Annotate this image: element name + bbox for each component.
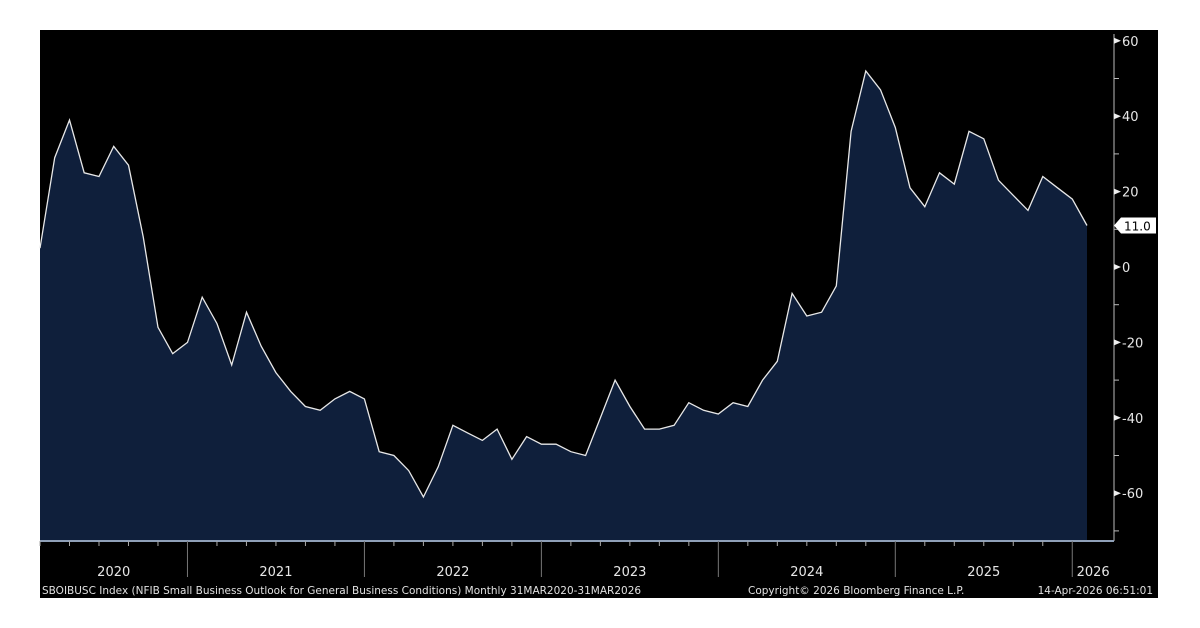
y-tick-label: -20 bbox=[1122, 336, 1143, 351]
x-tick-label: 2023 bbox=[613, 565, 646, 580]
y-tick-label: -60 bbox=[1122, 487, 1143, 502]
x-tick-label: 2026 bbox=[1077, 565, 1110, 580]
footer-copyright: Copyright© 2026 Bloomberg Finance L.P. bbox=[748, 585, 964, 597]
y-tick-label: 20 bbox=[1122, 186, 1139, 201]
x-tick-label: 2020 bbox=[97, 565, 130, 580]
x-tick-label: 2021 bbox=[259, 565, 292, 580]
y-tick-label: 0 bbox=[1122, 261, 1130, 276]
last-value-label: 11.0 bbox=[1124, 220, 1151, 234]
footer-timestamp: 14-Apr-2026 06:51:01 bbox=[1038, 585, 1153, 597]
x-tick-label: 2024 bbox=[790, 565, 823, 580]
x-tick-label: 2022 bbox=[436, 565, 469, 580]
y-tick-label: 60 bbox=[1122, 35, 1139, 50]
footer-description: SBOIBUSC Index (NFIB Small Business Outl… bbox=[42, 585, 641, 597]
y-tick-label: -40 bbox=[1122, 412, 1143, 427]
x-tick-label: 2025 bbox=[967, 565, 1000, 580]
y-tick-label: 40 bbox=[1122, 110, 1139, 125]
